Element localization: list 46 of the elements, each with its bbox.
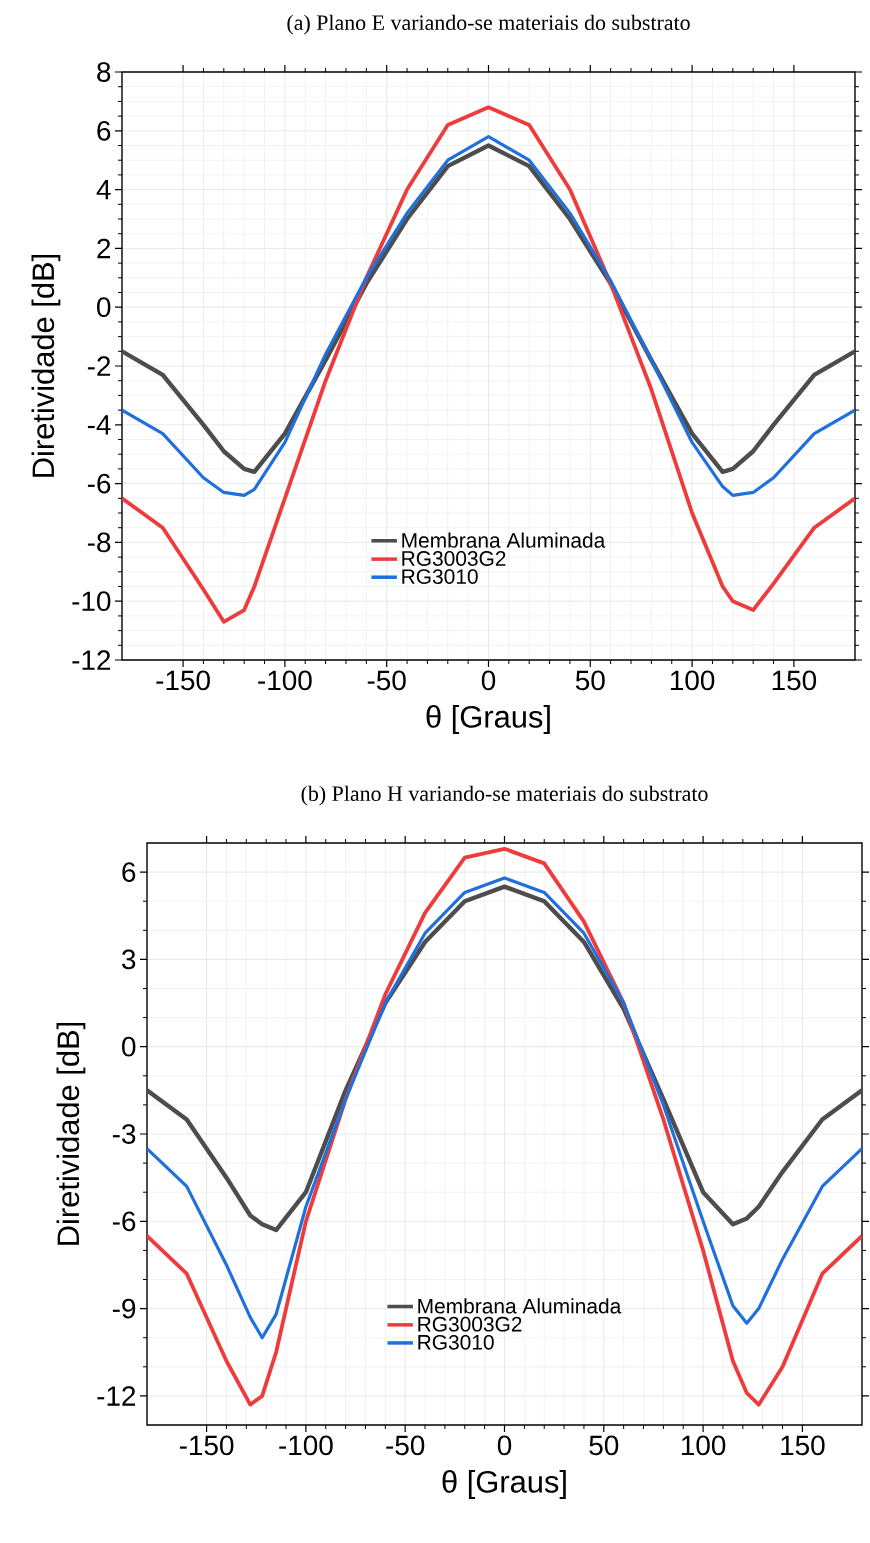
- x-tick-label: -50: [367, 670, 406, 691]
- y-tick-label: 0: [122, 1036, 136, 1057]
- x-tick-label: 50: [589, 1435, 619, 1456]
- y-tick-label: -4: [88, 415, 111, 435]
- x-tick-label: 0: [482, 670, 496, 691]
- y-tick-label: -12: [72, 650, 111, 670]
- legend-label: RG3010: [402, 569, 478, 584]
- y-tick-label: -3: [113, 1124, 136, 1144]
- y-tick-label: 2: [97, 238, 111, 259]
- y-tick-label: 6: [97, 120, 111, 141]
- x-tick-label: 0: [498, 1435, 512, 1456]
- y-tick-label: -8: [88, 532, 111, 553]
- line-series: [147, 846, 863, 1407]
- y-tick-label: 6: [122, 862, 136, 882]
- y-tick-label: 3: [122, 949, 136, 970]
- x-tick-label: 50: [576, 670, 605, 691]
- x-axis-title: θ [Graus]: [442, 1470, 566, 1499]
- x-tick-label: -50: [386, 1435, 425, 1456]
- legend-label: Membrana Aluminada: [402, 532, 606, 548]
- legend-label: RG3003G2: [418, 1316, 522, 1332]
- x-tick-label: -100: [258, 670, 312, 691]
- legend-label: RG3003G2: [402, 551, 506, 566]
- x-tick-label: 100: [682, 1435, 726, 1456]
- chart-title: (b) Plano H variando-se materiais do substrato: [301, 785, 708, 806]
- y-tick-label: -9: [113, 1298, 136, 1319]
- x-tick-label: 150: [772, 670, 817, 691]
- legend-label: Membrana Aluminada: [418, 1298, 622, 1314]
- x-tick-label: -150: [180, 1435, 234, 1456]
- x-tick-label: -150: [156, 670, 211, 691]
- y-tick-label: -2: [88, 356, 111, 376]
- y-tick-label: -6: [88, 473, 111, 494]
- y-tick-label: 4: [96, 180, 111, 200]
- x-axis-title: θ [Graus]: [426, 705, 550, 734]
- line-series: [122, 105, 856, 624]
- y-axis-title: Diretividade [dB]: [56, 1022, 86, 1245]
- y-tick-label: 8: [97, 62, 111, 82]
- y-tick-label: 0: [97, 297, 111, 318]
- y-axis-title: Diretividade [dB]: [31, 254, 61, 477]
- y-tick-label: -6: [113, 1211, 136, 1232]
- y-tick-label: -12: [97, 1386, 136, 1406]
- x-tick-label: 100: [671, 670, 715, 691]
- chart-title: (a) Plano E variando-se materiais do substrato: [287, 14, 690, 35]
- x-tick-label: -100: [279, 1435, 333, 1456]
- x-tick-label: 150: [781, 1435, 825, 1456]
- y-tick-label: -10: [72, 591, 111, 612]
- legend-label: RG3010: [418, 1334, 494, 1350]
